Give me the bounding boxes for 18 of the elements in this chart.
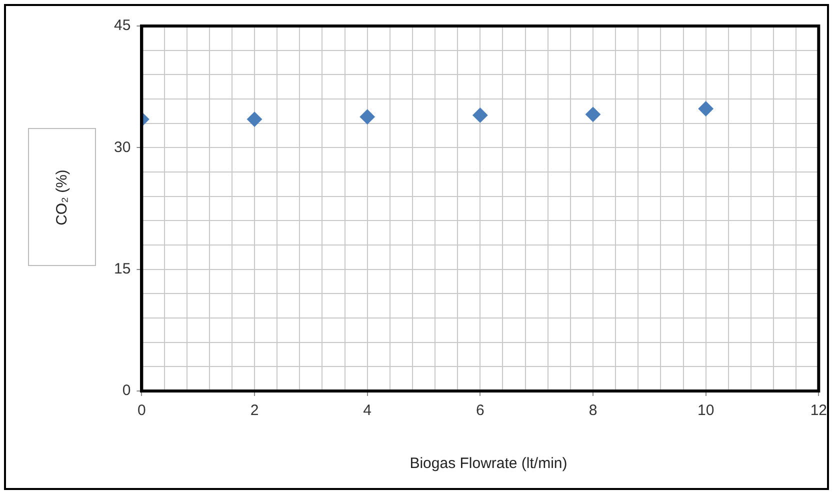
y-tick-label: 30: [114, 138, 131, 156]
y-tick-label: 0: [122, 382, 131, 400]
x-axis-title: Biogas Flowrate (lt/min): [408, 455, 568, 472]
x-tick-label: 4: [363, 402, 372, 420]
x-tick-label: 6: [476, 402, 484, 420]
x-tick-label: 0: [138, 402, 146, 420]
x-tick-label: 8: [588, 402, 598, 420]
point: [586, 106, 600, 122]
point: [247, 112, 262, 127]
y-axis-title: CO₂ (%): [53, 169, 70, 225]
point: [360, 109, 375, 124]
point: [698, 101, 714, 116]
point: [472, 108, 488, 123]
x-tick-label: 12: [810, 402, 827, 420]
x-tick-label: 10: [697, 402, 714, 420]
y-tick-label: 45: [114, 17, 131, 34]
x-tick-label: 2: [250, 402, 259, 420]
y-tick-label: 15: [114, 260, 131, 278]
